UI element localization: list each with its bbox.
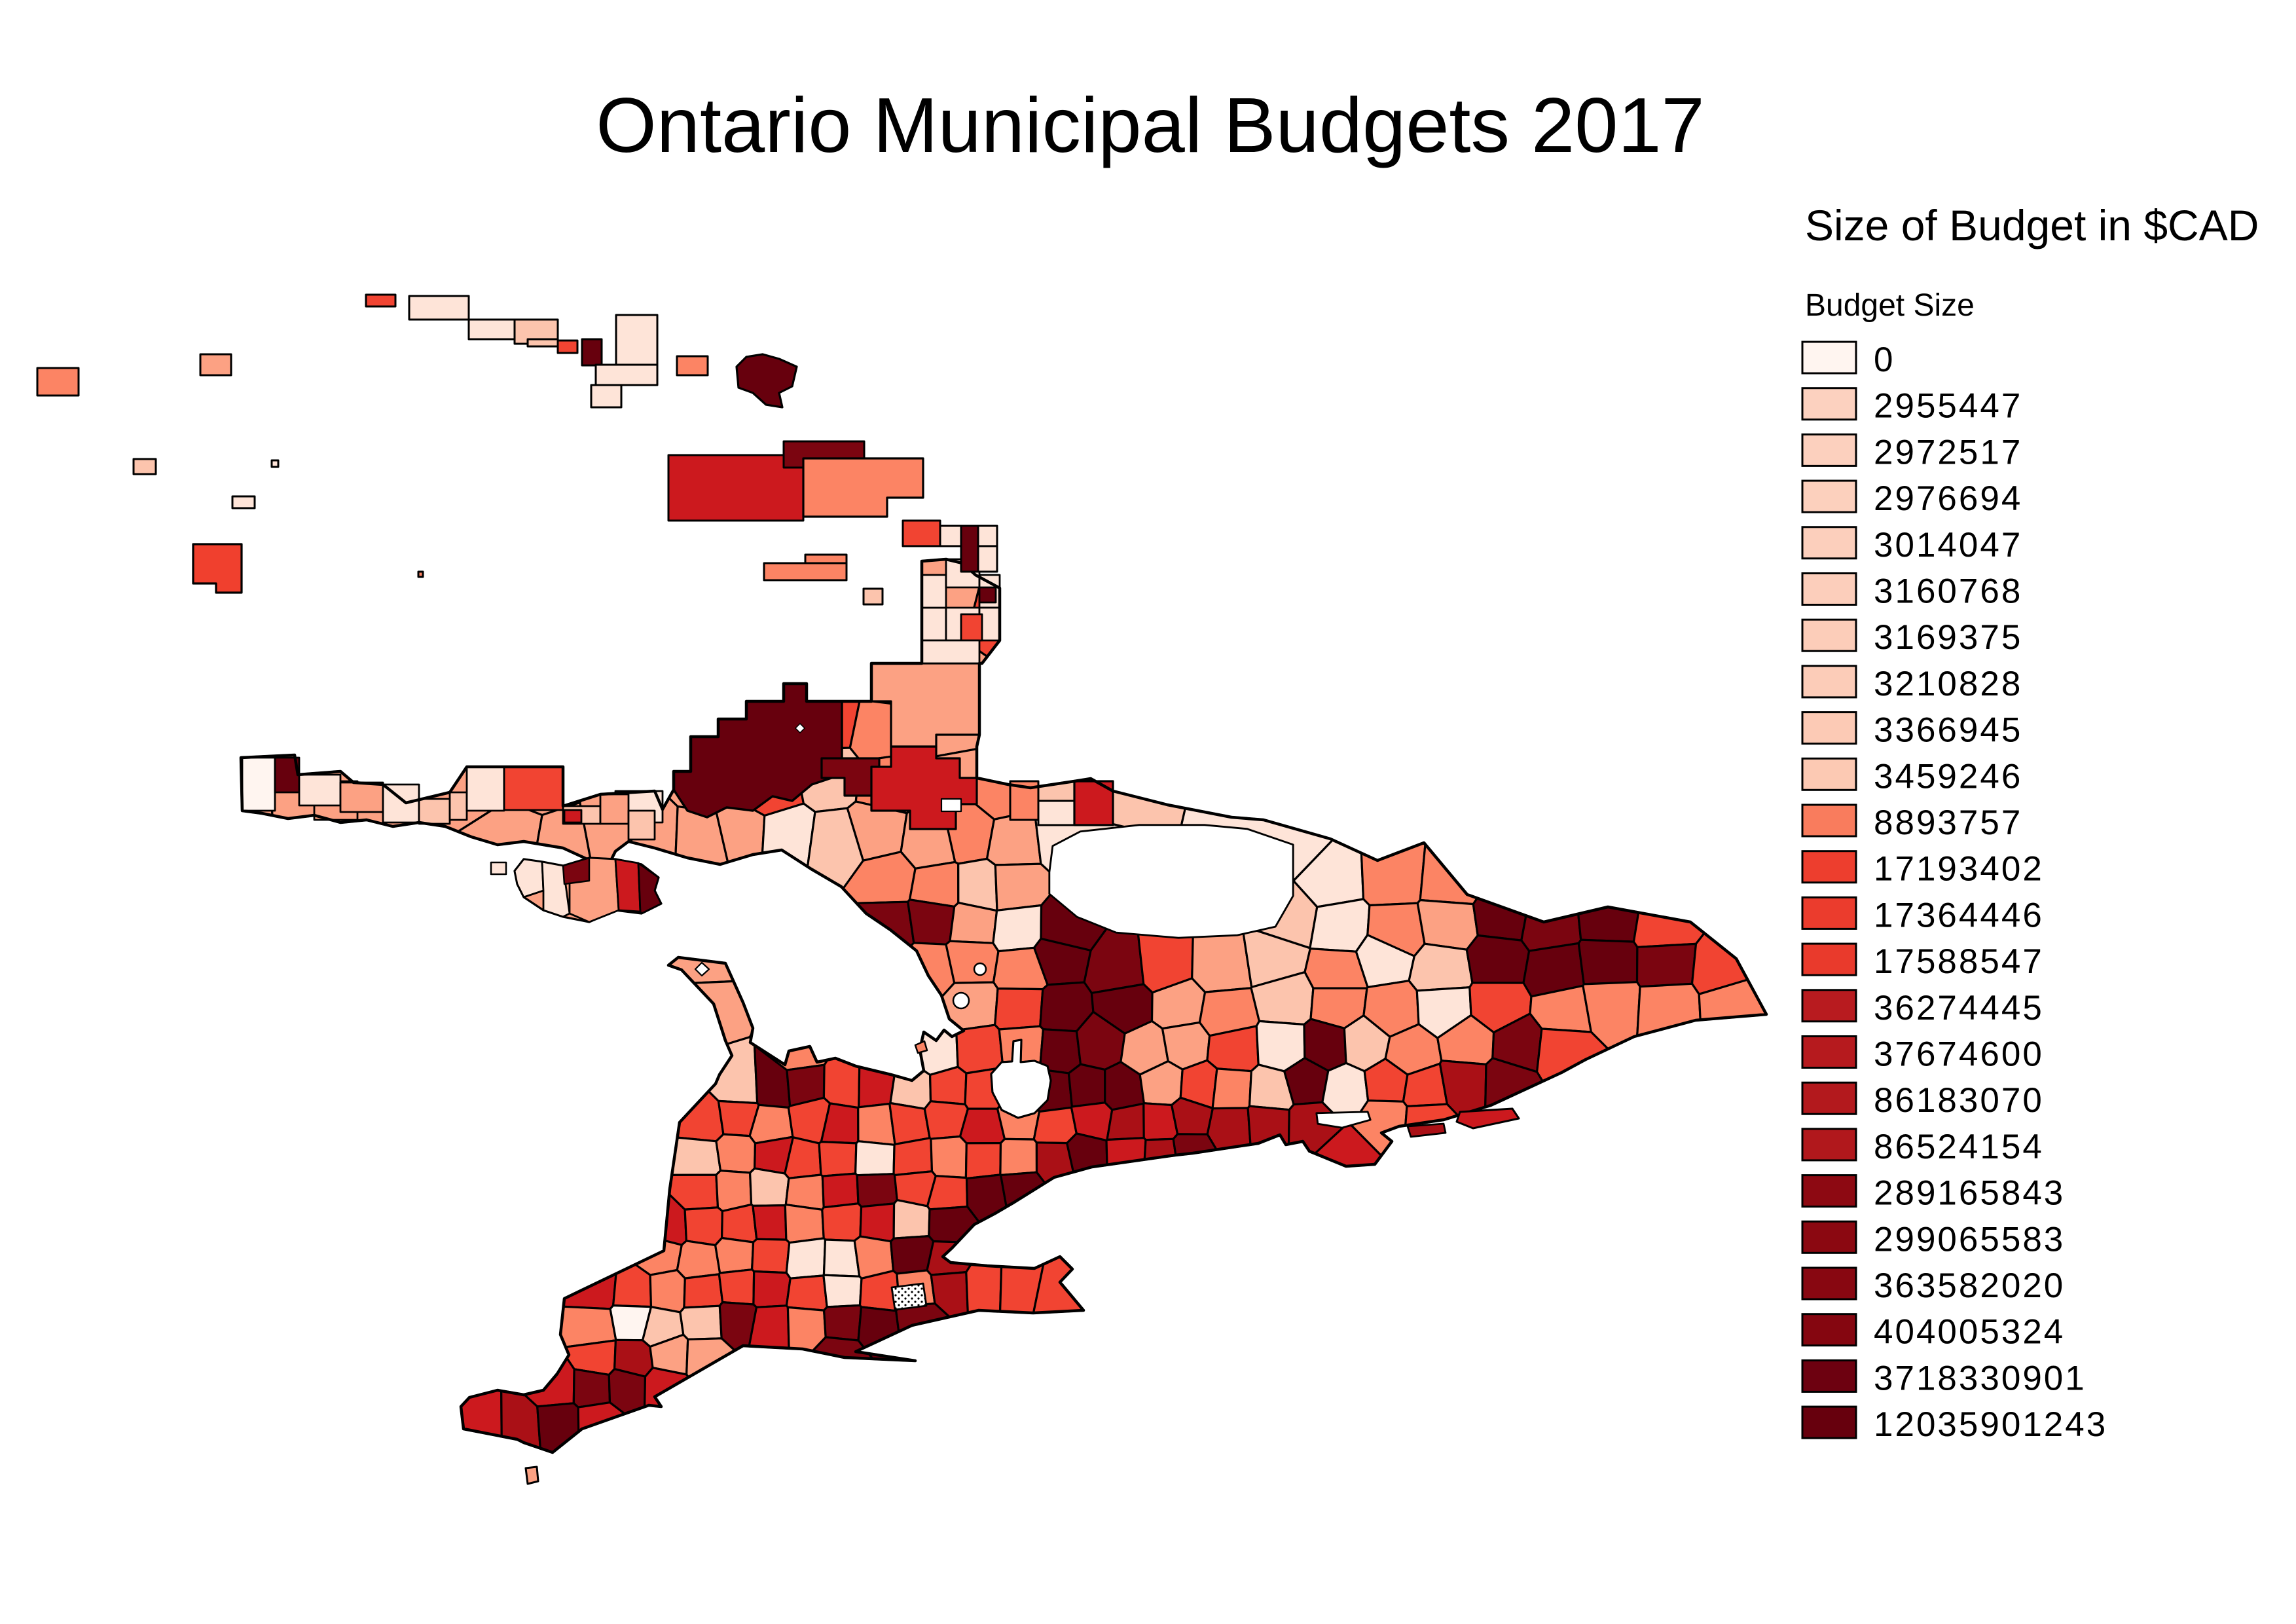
svg-text:3459246: 3459246 xyxy=(1874,757,2022,796)
svg-text:Size of Budget in $CAD: Size of Budget in $CAD xyxy=(1805,201,2259,249)
svg-text:8893757: 8893757 xyxy=(1874,803,2022,842)
svg-text:12035901243: 12035901243 xyxy=(1874,1405,2107,1444)
svg-text:17588547: 17588547 xyxy=(1874,942,2044,981)
svg-text:3160768: 3160768 xyxy=(1874,572,2022,611)
svg-text:299065583: 299065583 xyxy=(1874,1220,2065,1259)
svg-text:404005324: 404005324 xyxy=(1874,1313,2065,1352)
svg-text:363582020: 363582020 xyxy=(1874,1266,2065,1305)
svg-text:2955447: 2955447 xyxy=(1874,387,2022,426)
svg-text:36274445: 36274445 xyxy=(1874,989,2044,1027)
svg-text:2976694: 2976694 xyxy=(1874,479,2022,518)
svg-text:37674600: 37674600 xyxy=(1874,1035,2044,1074)
svg-text:3718330901: 3718330901 xyxy=(1874,1359,2086,1397)
svg-text:86524154: 86524154 xyxy=(1874,1128,2044,1166)
svg-text:289165843: 289165843 xyxy=(1874,1174,2065,1213)
svg-text:17364446: 17364446 xyxy=(1874,896,2044,934)
svg-text:17193402: 17193402 xyxy=(1874,850,2044,889)
svg-text:3014047: 3014047 xyxy=(1874,526,2022,564)
svg-text:Budget Size: Budget Size xyxy=(1805,288,1975,323)
svg-text:3366945: 3366945 xyxy=(1874,711,2022,750)
svg-text:2972517: 2972517 xyxy=(1874,433,2022,471)
svg-text:86183070: 86183070 xyxy=(1874,1081,2044,1120)
svg-text:Ontario Municipal Budgets 2017: Ontario Municipal Budgets 2017 xyxy=(596,82,1704,169)
svg-text:3169375: 3169375 xyxy=(1874,618,2022,657)
svg-text:3210828: 3210828 xyxy=(1874,665,2022,703)
svg-text:0: 0 xyxy=(1874,341,1895,379)
